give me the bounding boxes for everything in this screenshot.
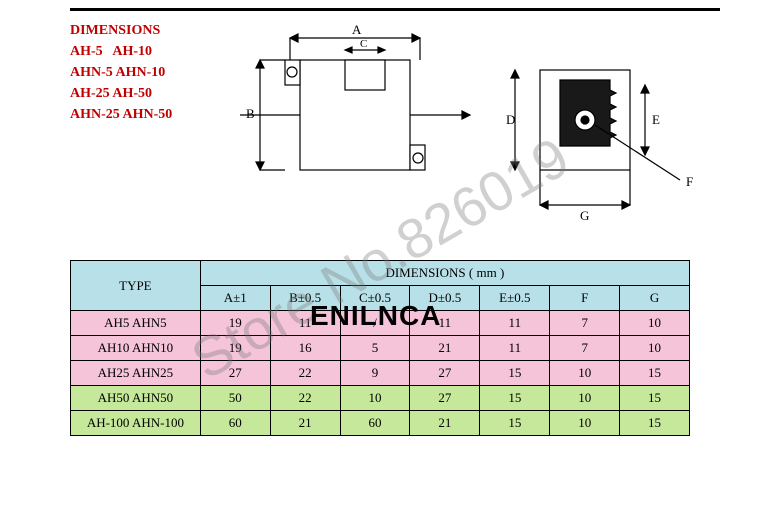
col-e: E±0.5: [480, 286, 550, 311]
header-line: AH-25 AH-50: [70, 83, 172, 104]
table-row: AH10 AHN10 19 16 5 21 11 7 10: [71, 336, 690, 361]
dimension-diagram: A C B D E F G: [240, 20, 700, 240]
table-row: AH25 AHN25 27 22 9 27 15 10 15: [71, 361, 690, 386]
dim-label-f: F: [686, 174, 693, 189]
header-title: DIMENSIONS: [70, 20, 172, 41]
dim-label-g: G: [580, 208, 589, 223]
dim-label-a: A: [352, 22, 362, 37]
col-a: A±1: [200, 286, 270, 311]
dim-label-b: B: [246, 106, 255, 121]
dim-label-e: E: [652, 112, 660, 127]
header-line: AHN-5 AHN-10: [70, 62, 172, 83]
top-rule: [70, 8, 720, 11]
col-f: F: [550, 286, 620, 311]
header-dimensions: DIMENSIONS AH-5 AH-10 AHN-5 AHN-10 AH-25…: [70, 20, 172, 125]
col-g: G: [620, 286, 690, 311]
col-type: TYPE: [71, 261, 201, 311]
table-row: AH50 AHN50 50 22 10 27 15 10 15: [71, 386, 690, 411]
dim-label-d: D: [506, 112, 515, 127]
dim-label-c: C: [360, 38, 367, 50]
table-title: DIMENSIONS ( mm ): [200, 261, 689, 286]
dimensions-table: TYPE DIMENSIONS ( mm ) A±1 B±0.5 C±0.5 D…: [70, 260, 690, 436]
header-line: AHN-25 AHN-50: [70, 104, 172, 125]
table-row: AH-100 AHN-100 60 21 60 21 15 10 15: [71, 411, 690, 436]
header-line: AH-5 AH-10: [70, 41, 172, 62]
brand-overlay: ENILNCA: [310, 300, 441, 332]
